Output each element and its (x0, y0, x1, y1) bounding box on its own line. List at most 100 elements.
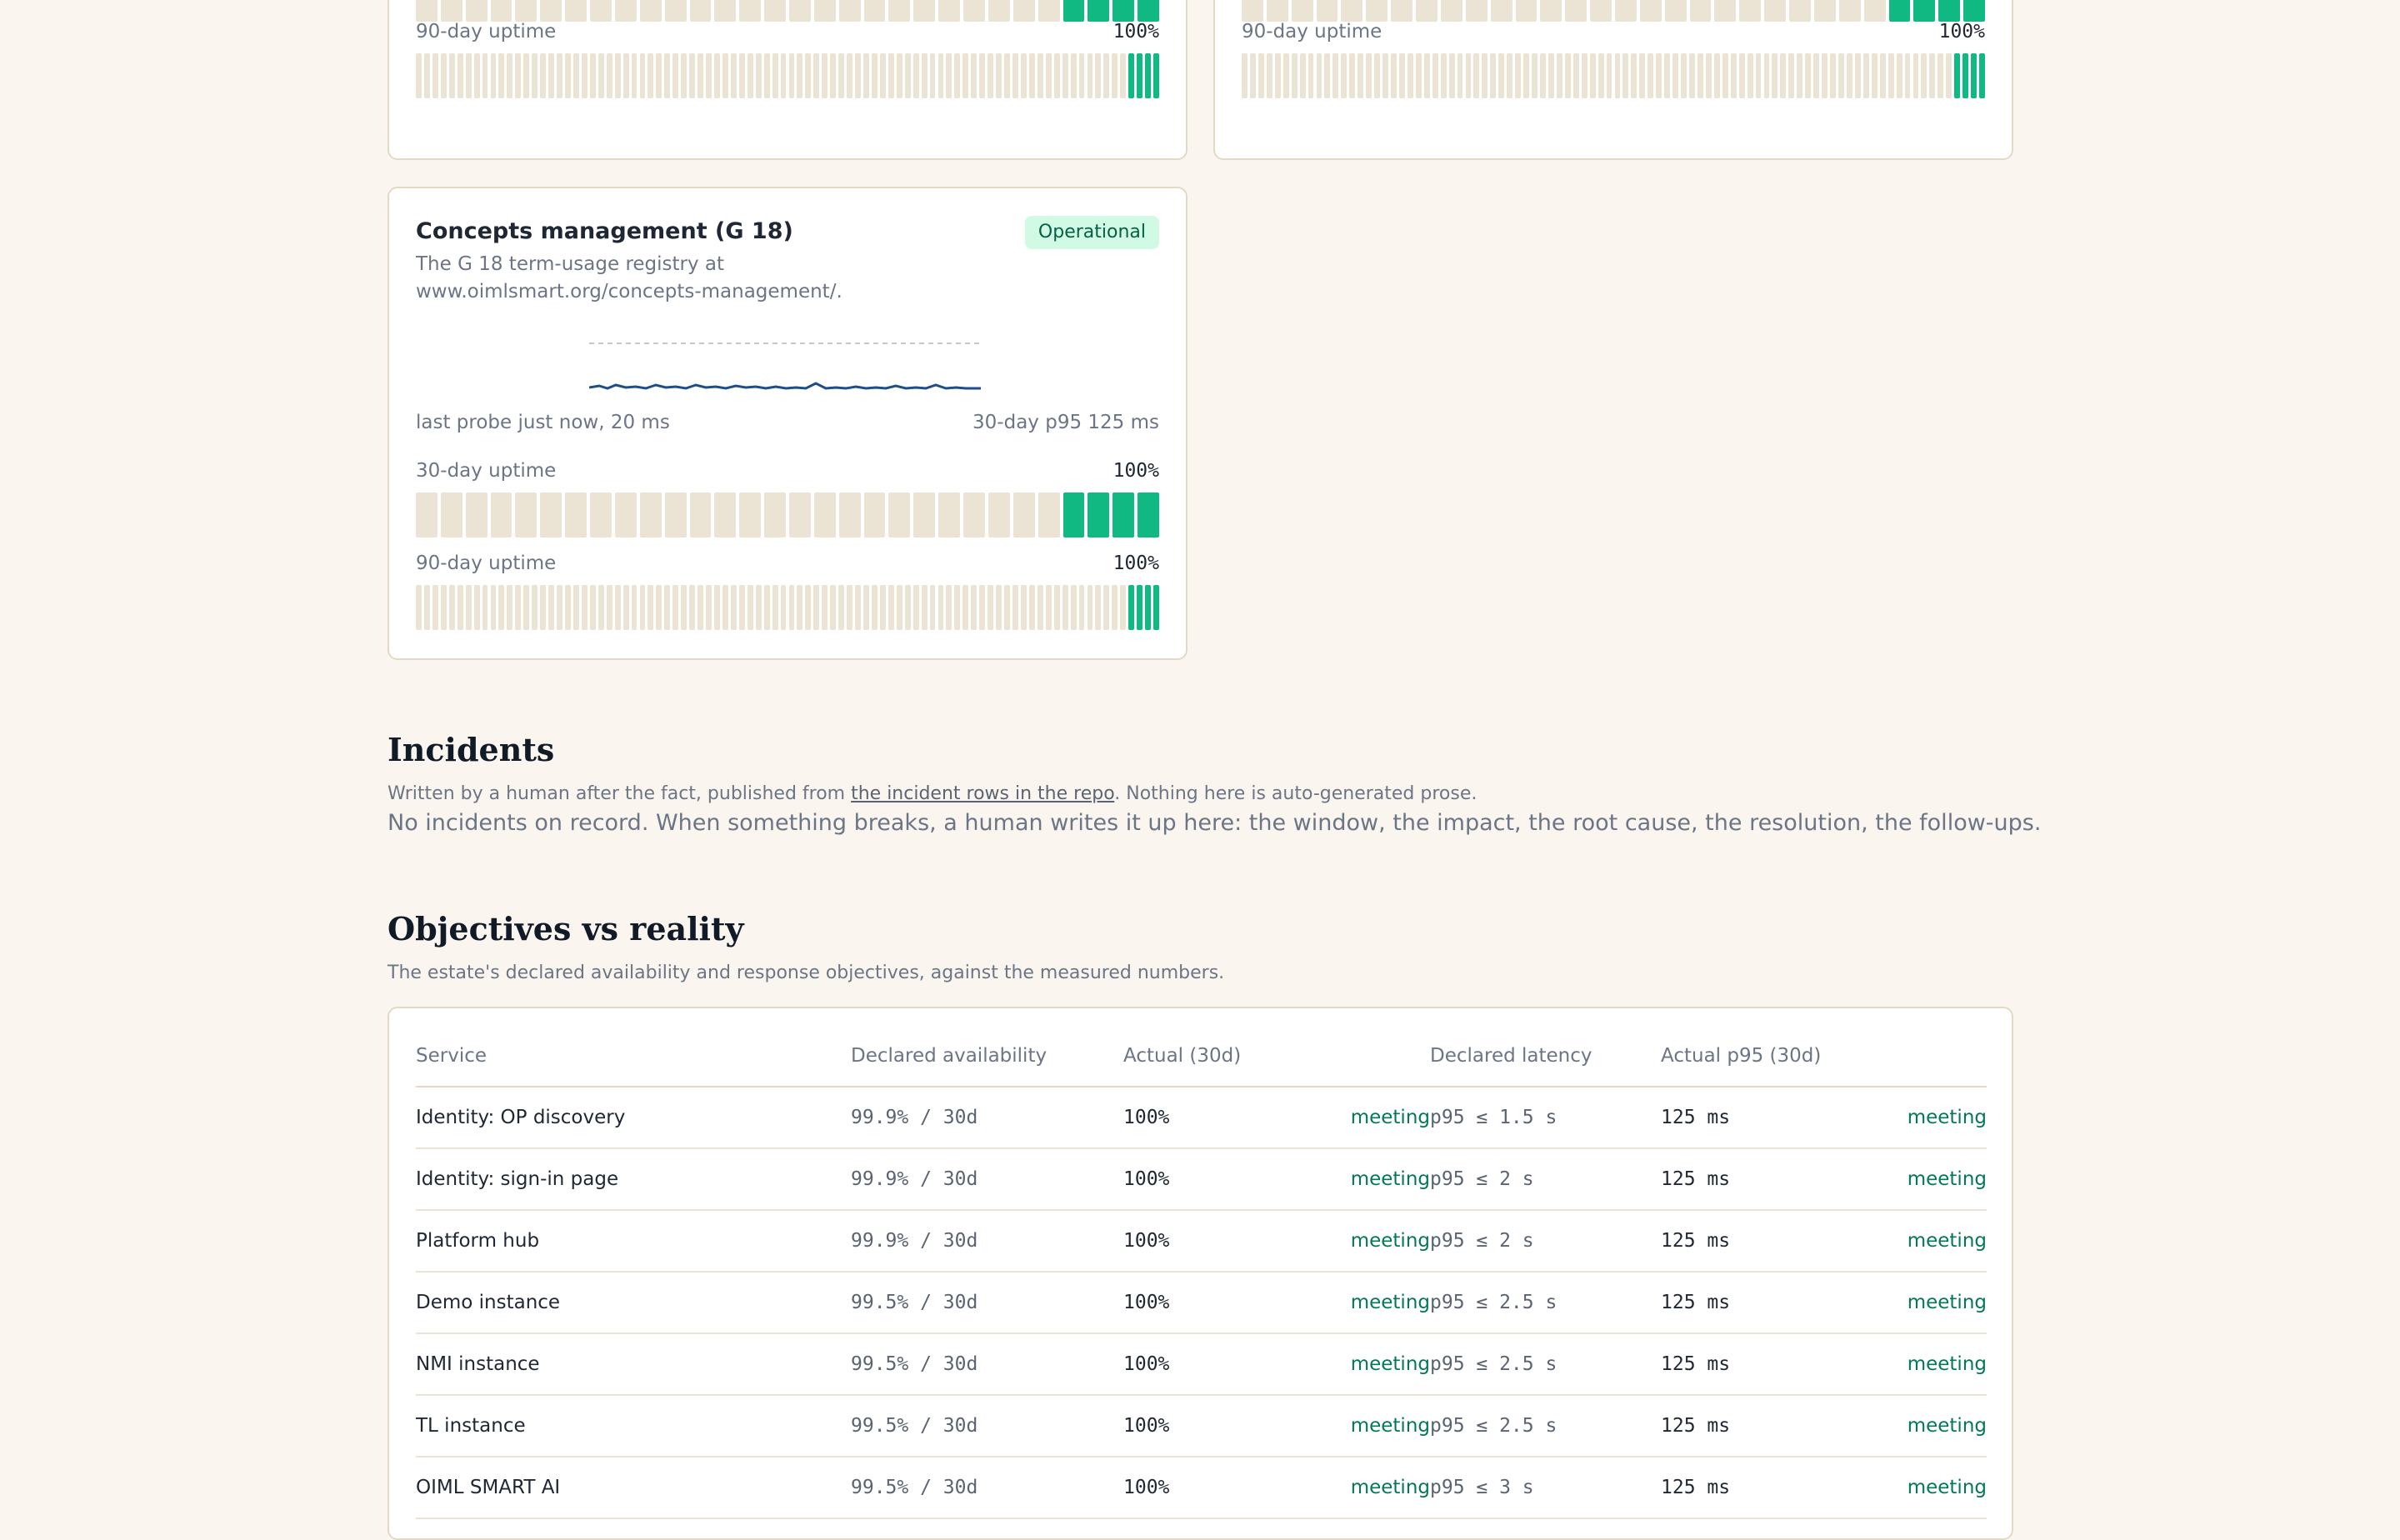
uptime-day-nodata[interactable] (1589, 53, 1596, 98)
uptime-day-nodata[interactable] (423, 53, 430, 98)
uptime-day-nodata[interactable] (1004, 53, 1010, 98)
uptime-day-nodata[interactable] (1391, 53, 1397, 98)
uptime-day-nodata[interactable] (1341, 53, 1348, 98)
uptime-day-nodata[interactable] (1581, 53, 1588, 98)
uptime-day-nodata[interactable] (416, 585, 422, 630)
uptime-day-nodata[interactable] (1921, 53, 1928, 98)
uptime-day-nodata[interactable] (1656, 53, 1662, 98)
uptime-day-nodata[interactable] (1532, 53, 1538, 98)
uptime-day-nodata[interactable] (1382, 53, 1388, 98)
uptime-day-nodata[interactable] (996, 53, 1002, 98)
uptime-day-nodata[interactable] (1415, 53, 1422, 98)
uptime-day-nodata[interactable] (565, 585, 571, 630)
uptime-day-nodata[interactable] (490, 585, 497, 630)
uptime-day-nodata[interactable] (938, 0, 961, 22)
uptime-day-nodata[interactable] (1012, 492, 1035, 538)
uptime-day-nodata[interactable] (540, 0, 562, 22)
uptime-day-nodata[interactable] (888, 0, 911, 22)
uptime-day-nodata[interactable] (1515, 0, 1538, 22)
uptime-day-nodata[interactable] (1038, 0, 1060, 22)
uptime-day-nodata[interactable] (614, 53, 621, 98)
uptime-day-nodata[interactable] (1598, 53, 1604, 98)
uptime-day-nodata[interactable] (1448, 53, 1455, 98)
uptime-day-nodata[interactable] (971, 53, 978, 98)
uptime-day-nodata[interactable] (1606, 53, 1612, 98)
uptime-day-nodata[interactable] (739, 0, 762, 22)
uptime-day-nodata[interactable] (540, 492, 562, 538)
uptime-day-up[interactable] (1088, 0, 1110, 22)
uptime-day-nodata[interactable] (598, 585, 604, 630)
uptime-day-up[interactable] (1971, 53, 1978, 98)
uptime-day-nodata[interactable] (689, 53, 696, 98)
uptime-day-nodata[interactable] (1053, 53, 1060, 98)
uptime-day-nodata[interactable] (1316, 0, 1338, 22)
uptime-day-nodata[interactable] (1540, 0, 1562, 22)
uptime-day-nodata[interactable] (1929, 53, 1936, 98)
uptime-day-nodata[interactable] (465, 585, 472, 630)
uptime-day-nodata[interactable] (532, 585, 538, 630)
uptime-day-nodata[interactable] (896, 585, 902, 630)
uptime-day-nodata[interactable] (1037, 53, 1043, 98)
uptime-day-nodata[interactable] (664, 0, 687, 22)
uptime-day-nodata[interactable] (1432, 53, 1438, 98)
uptime-day-nodata[interactable] (581, 53, 588, 98)
uptime-day-nodata[interactable] (706, 585, 712, 630)
uptime-day-nodata[interactable] (416, 0, 438, 22)
uptime-day-nodata[interactable] (490, 53, 497, 98)
uptime-day-nodata[interactable] (1266, 0, 1288, 22)
uptime-day-nodata[interactable] (963, 0, 985, 22)
uptime-day-nodata[interactable] (1324, 53, 1331, 98)
uptime-day-nodata[interactable] (863, 0, 886, 22)
uptime-day-nodata[interactable] (1341, 0, 1363, 22)
uptime-day-nodata[interactable] (797, 585, 803, 630)
uptime-day-nodata[interactable] (1490, 0, 1512, 22)
uptime-day-nodata[interactable] (755, 585, 762, 630)
uptime-day-nodata[interactable] (1622, 53, 1629, 98)
uptime-day-nodata[interactable] (1780, 53, 1787, 98)
uptime-day-nodata[interactable] (1590, 0, 1612, 22)
uptime-day-nodata[interactable] (1515, 53, 1522, 98)
uptime-day-nodata[interactable] (979, 585, 986, 630)
uptime-day-nodata[interactable] (1299, 53, 1306, 98)
uptime-day-nodata[interactable] (416, 492, 438, 538)
uptime-day-nodata[interactable] (672, 585, 679, 630)
uptime-day-nodata[interactable] (1507, 53, 1513, 98)
uptime-day-nodata[interactable] (863, 53, 869, 98)
uptime-day-nodata[interactable] (780, 53, 787, 98)
uptime-day-nodata[interactable] (1012, 0, 1035, 22)
uptime-day-nodata[interactable] (714, 492, 737, 538)
uptime-day-nodata[interactable] (1374, 53, 1381, 98)
uptime-day-nodata[interactable] (432, 53, 438, 98)
uptime-day-nodata[interactable] (755, 53, 762, 98)
uptime-day-nodata[interactable] (1473, 53, 1480, 98)
uptime-day-nodata[interactable] (416, 53, 422, 98)
uptime-day-nodata[interactable] (440, 492, 462, 538)
uptime-day-nodata[interactable] (1639, 0, 1662, 22)
uptime-day-nodata[interactable] (664, 492, 687, 538)
uptime-day-nodata[interactable] (465, 53, 472, 98)
uptime-day-nodata[interactable] (1391, 0, 1413, 22)
uptime-day-nodata[interactable] (1103, 53, 1110, 98)
uptime-day-nodata[interactable] (1730, 53, 1737, 98)
uptime-day-nodata[interactable] (938, 585, 944, 630)
uptime-day-nodata[interactable] (789, 0, 811, 22)
uptime-day-nodata[interactable] (440, 585, 447, 630)
uptime-day-nodata[interactable] (598, 53, 604, 98)
uptime-day-nodata[interactable] (1888, 53, 1894, 98)
uptime-day-nodata[interactable] (738, 53, 745, 98)
uptime-day-nodata[interactable] (1249, 53, 1256, 98)
uptime-day-nodata[interactable] (523, 53, 530, 98)
uptime-day-nodata[interactable] (871, 53, 878, 98)
uptime-day-nodata[interactable] (1556, 53, 1562, 98)
uptime-day-nodata[interactable] (590, 0, 612, 22)
uptime-day-up[interactable] (1145, 585, 1152, 630)
uptime-day-up[interactable] (1137, 53, 1143, 98)
uptime-day-nodata[interactable] (1095, 585, 1102, 630)
uptime-day-up[interactable] (1137, 585, 1143, 630)
uptime-day-nodata[interactable] (639, 0, 662, 22)
uptime-day-nodata[interactable] (672, 53, 679, 98)
uptime-day-nodata[interactable] (689, 585, 696, 630)
uptime-day-nodata[interactable] (1548, 53, 1554, 98)
uptime-day-nodata[interactable] (540, 53, 547, 98)
uptime-day-nodata[interactable] (1689, 53, 1695, 98)
